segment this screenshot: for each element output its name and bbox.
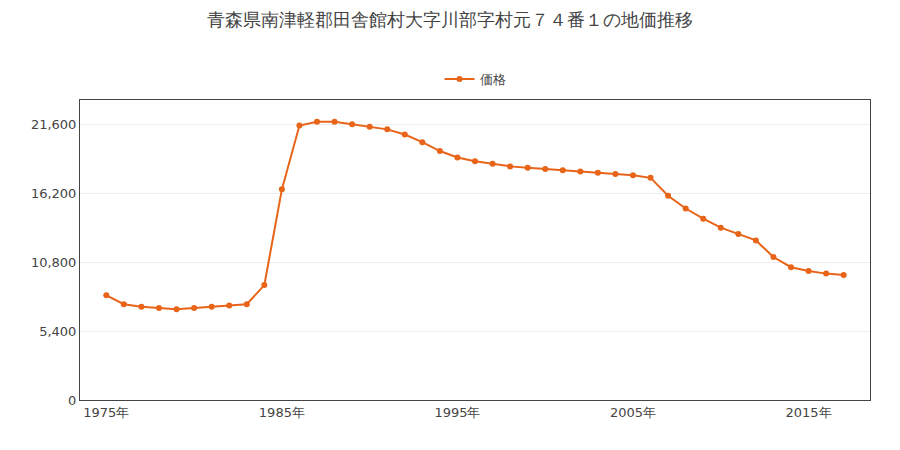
svg-text:1995年: 1995年 — [434, 405, 480, 420]
svg-text:1985年: 1985年 — [259, 405, 305, 420]
svg-text:21,600: 21,600 — [31, 117, 77, 132]
svg-text:青森県南津軽郡田舎館村大字川部字村元７４番１の地価推移: 青森県南津軽郡田舎館村大字川部字村元７４番１の地価推移 — [207, 9, 693, 30]
svg-text:16,200: 16,200 — [31, 186, 77, 201]
svg-text:価格: 価格 — [480, 72, 506, 87]
svg-text:5,400: 5,400 — [39, 324, 76, 339]
svg-text:1975年: 1975年 — [83, 405, 129, 420]
svg-text:2015年: 2015年 — [786, 405, 832, 420]
svg-text:2005年: 2005年 — [610, 405, 656, 420]
svg-text:0: 0 — [68, 393, 76, 408]
svg-text:10,800: 10,800 — [31, 255, 77, 270]
